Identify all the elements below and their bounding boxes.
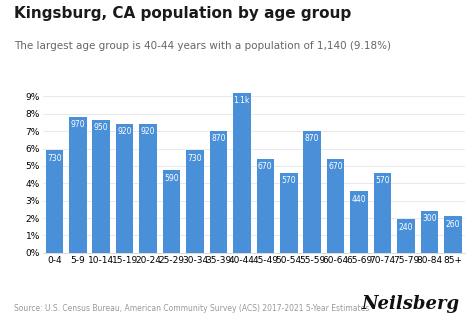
Bar (163, 170, 180, 253)
Text: 730: 730 (47, 154, 62, 163)
Text: 670: 670 (328, 162, 343, 171)
Bar (256, 159, 274, 253)
Text: 240: 240 (399, 222, 413, 232)
Text: 260: 260 (446, 220, 460, 229)
Bar (46, 150, 63, 253)
Bar (374, 173, 391, 253)
Text: Source: U.S. Census Bureau, American Community Survey (ACS) 2017-2021 5-Year Est: Source: U.S. Census Bureau, American Com… (14, 304, 369, 313)
Text: 950: 950 (94, 123, 109, 132)
Bar (280, 173, 298, 253)
Text: 570: 570 (375, 176, 390, 185)
Bar (420, 211, 438, 253)
Text: 920: 920 (118, 127, 132, 136)
Bar (186, 150, 204, 253)
Bar (444, 216, 462, 253)
Bar (116, 124, 134, 253)
Bar (327, 159, 345, 253)
Text: 670: 670 (258, 162, 273, 171)
Bar (397, 219, 415, 253)
Bar (350, 191, 368, 253)
Bar (139, 124, 157, 253)
Text: 920: 920 (141, 127, 155, 136)
Text: 870: 870 (305, 134, 319, 143)
Text: Kingsburg, CA population by age group: Kingsburg, CA population by age group (14, 6, 351, 21)
Text: 1.1k: 1.1k (234, 96, 250, 105)
Text: 730: 730 (188, 154, 202, 163)
Text: 970: 970 (71, 120, 85, 129)
Text: 440: 440 (352, 195, 366, 204)
Text: 300: 300 (422, 214, 437, 223)
Text: Neilsberg: Neilsberg (362, 295, 460, 313)
Bar (210, 131, 227, 253)
Bar (92, 119, 110, 253)
Text: 570: 570 (282, 176, 296, 185)
Bar (69, 117, 87, 253)
Text: The largest age group is 40-44 years with a population of 1,140 (9.18%): The largest age group is 40-44 years wit… (14, 41, 391, 51)
Text: 870: 870 (211, 134, 226, 143)
Bar (233, 93, 251, 253)
Bar (303, 131, 321, 253)
Text: 590: 590 (164, 173, 179, 183)
